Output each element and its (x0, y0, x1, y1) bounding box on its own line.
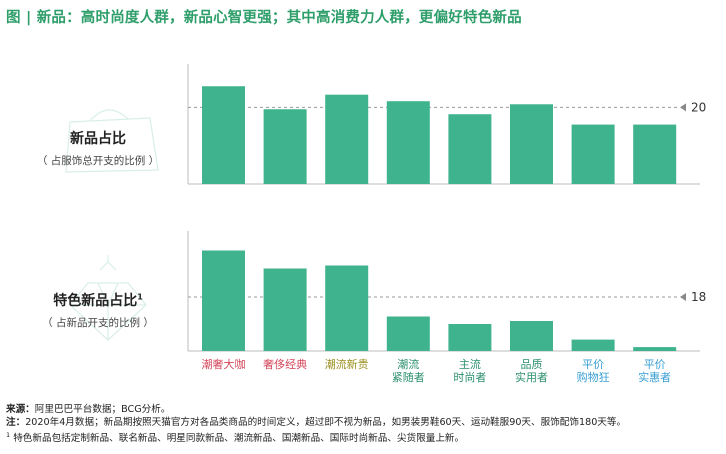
category-label: 潮流新贵 (325, 357, 369, 371)
category-label: 奢侈经典 (263, 357, 307, 371)
category-label: 平价 (644, 358, 666, 371)
panel-bottom-label: 特色新品占比1 （ 占新品开支的比例 ） (18, 290, 178, 330)
bar-top (633, 124, 677, 184)
bar-top (386, 101, 430, 184)
category-label: 潮奢大咖 (202, 357, 246, 371)
footer: 来源：阿里巴巴平台数据；BCG分析。 注：2020年4月数据；新品期按照天猫官方… (6, 404, 626, 446)
bar-bottom (448, 324, 492, 351)
category-label: 实惠者 (638, 370, 671, 384)
diamond-watermark-icon (69, 255, 147, 341)
reference-marker-top (680, 103, 686, 112)
footer-footnote: 1 特色新品包括定制新品、联名新品、明星同款新品、潮流新品、国潮新品、国际时尚新… (6, 431, 465, 445)
category-label: 主流 (459, 357, 481, 371)
bar-bottom (571, 339, 615, 351)
chart-title: 图 | 新品：高时尚度人群，新品心智更强；其中高消费力人群，更偏好特色新品 (6, 10, 522, 26)
bar-bottom (633, 347, 677, 351)
bar-bottom (202, 250, 245, 351)
category-label: 紧随者 (392, 370, 425, 384)
bar-bottom (386, 316, 430, 351)
bar-top (325, 94, 369, 184)
bar-top (448, 114, 492, 184)
bar-top (202, 86, 245, 184)
bar-top (263, 109, 307, 184)
panel-top-title: 新品占比 (70, 131, 126, 147)
bar-bottom (325, 265, 369, 351)
footer-source: 来源：阿里巴巴平台数据；BCG分析。 (6, 404, 171, 415)
category-label: 购物狂 (577, 370, 610, 384)
reference-marker-bottom (680, 293, 686, 301)
footer-note: 注：2020年4月数据；新品期按照天猫官方对各品类商品的时间定义，超过即不视为新… (6, 416, 627, 428)
category-label: 品质 (521, 358, 543, 371)
panel-top-label: 新品占比 （ 占服饰总开支的比例 ） (18, 128, 178, 168)
panel-bottom-subtitle: （ 占新品开支的比例 ） (42, 317, 154, 329)
panel-bottom-title: 特色新品占比1 (53, 292, 143, 309)
reference-value-top: 20 (691, 100, 706, 114)
bar-top (571, 124, 615, 184)
bag-watermark-icon (65, 109, 159, 173)
category-label: 平价 (582, 358, 604, 371)
bar-top (510, 104, 553, 184)
bar-bottom (510, 321, 553, 351)
category-label: 时尚者 (453, 370, 486, 384)
panel-top-subtitle: （ 占服饰总开支的比例 ） (36, 155, 160, 167)
reference-value-bottom: 18 (691, 290, 706, 304)
category-label: 潮流 (397, 357, 419, 371)
category-label: 实用者 (515, 370, 548, 384)
bar-bottom (263, 268, 307, 351)
